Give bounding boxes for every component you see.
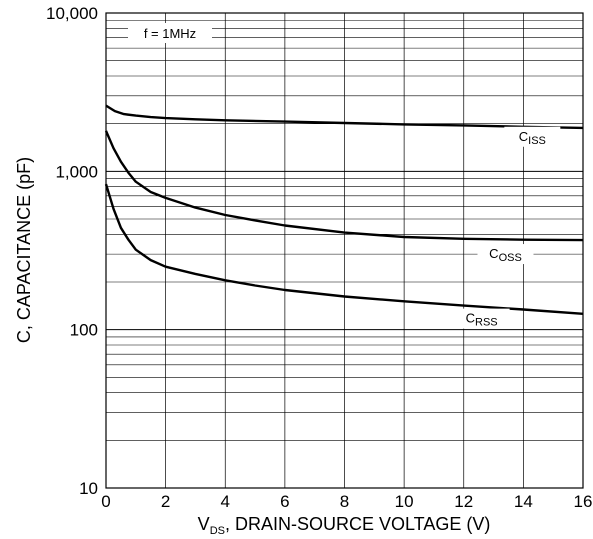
series-line-iss (105, 104, 584, 130)
y-tick-label: 100 (70, 321, 98, 340)
series-label-main: C (489, 246, 498, 261)
y-tick-label: 1,000 (55, 162, 98, 181)
series-label-iss: CISS (519, 129, 546, 147)
x-tick-labels: 0 2 4 6 8 10 12 14 16 (101, 492, 592, 511)
series-label-main: C (519, 129, 528, 144)
x-tick-label: 10 (395, 492, 414, 511)
x-tick-label: 4 (221, 492, 230, 511)
series-label-sub: ISS (528, 135, 546, 147)
series-lines (104, 104, 584, 315)
plot-frame (105, 12, 584, 489)
x-axis-title-sub: DS (210, 525, 225, 537)
series-label-bg (504, 126, 561, 147)
y-axis-title: C, CAPACITANCE (pF) (14, 157, 34, 343)
frequency-annotation: f = 1MHz (144, 26, 196, 41)
y-tick-labels: 10 100 1,000 10,000 (46, 4, 98, 498)
x-tick-label: 14 (514, 492, 533, 511)
x-axis-title-main: V (198, 514, 210, 534)
x-tick-label: 6 (280, 492, 289, 511)
x-axis-title: VDS, DRAIN-SOURCE VOLTAGE (V) (198, 514, 491, 537)
series-label-main: C (466, 311, 475, 326)
annotations: f = 1MHz (128, 23, 212, 43)
annotation-box (128, 23, 212, 43)
x-tick-label: 8 (340, 492, 349, 511)
x-tick-label: 16 (574, 492, 593, 511)
x-tick-label: 2 (161, 492, 170, 511)
y-tick-label: 10,000 (46, 4, 98, 23)
grid (105, 13, 584, 489)
series-label-bg (453, 308, 510, 329)
x-tick-label: 12 (454, 492, 473, 511)
x-tick-label: 0 (101, 492, 110, 511)
x-axis-title-rest: , DRAIN-SOURCE VOLTAGE (V) (225, 514, 490, 534)
series-line-oss (104, 130, 584, 242)
series-label-sub: OSS (499, 252, 522, 264)
series-label-bg (477, 244, 534, 265)
series-line-rss (104, 183, 584, 315)
series-label-oss: COSS (489, 246, 522, 264)
series-label-sub: RSS (475, 317, 498, 329)
y-tick-label: 10 (79, 479, 98, 498)
series-label-rss: CRSS (466, 311, 498, 329)
